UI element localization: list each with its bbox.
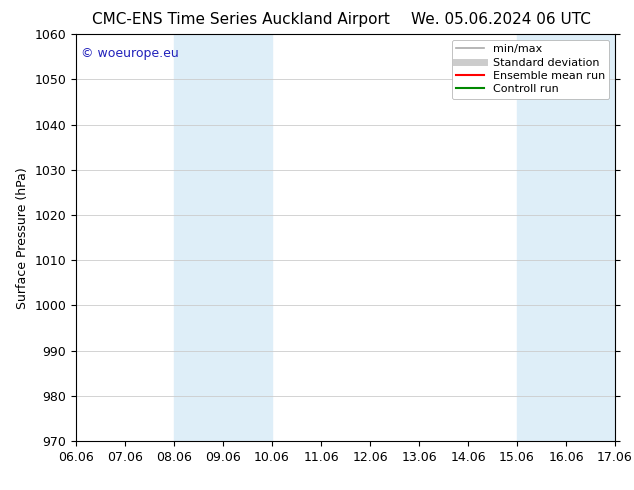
Text: CMC-ENS Time Series Auckland Airport: CMC-ENS Time Series Auckland Airport [92,12,390,27]
Legend: min/max, Standard deviation, Ensemble mean run, Controll run: min/max, Standard deviation, Ensemble me… [451,40,609,99]
Text: © woeurope.eu: © woeurope.eu [81,47,179,59]
Bar [174,34,272,441]
Y-axis label: Surface Pressure (hPa): Surface Pressure (hPa) [16,167,29,309]
Bar [517,34,615,441]
Text: We. 05.06.2024 06 UTC: We. 05.06.2024 06 UTC [411,12,591,27]
